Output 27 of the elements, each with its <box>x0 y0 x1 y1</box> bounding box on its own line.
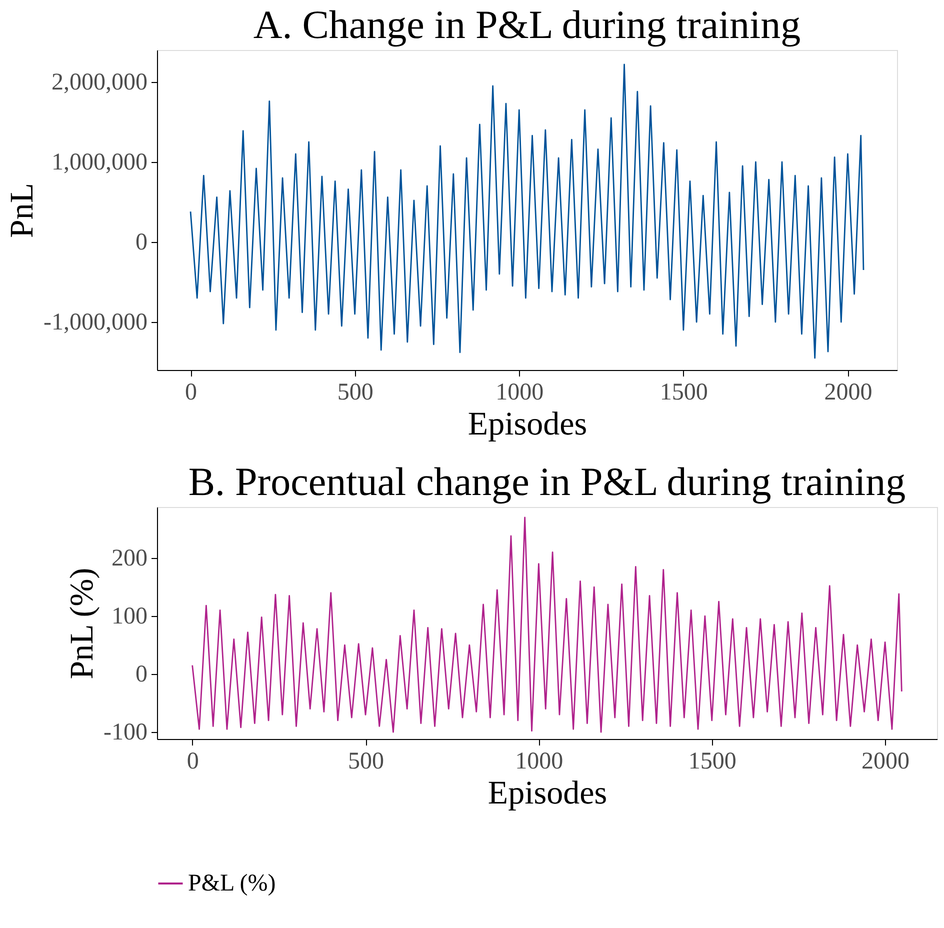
x-tick-label: 0 <box>185 380 198 406</box>
x-tick-label: 0 <box>186 748 199 774</box>
x-tick-label: 500 <box>348 748 384 774</box>
chart-title: B. Procentual change in P&L during training <box>188 459 906 504</box>
x-axis-title: Episodes <box>488 776 608 812</box>
y-axis-title: PnL <box>4 182 41 238</box>
x-axis-title: Episodes <box>468 406 588 442</box>
line-series <box>190 64 864 359</box>
x-tick-label: 1500 <box>688 748 736 774</box>
x-tick-label: 2000 <box>862 748 910 774</box>
line-series <box>192 516 902 733</box>
y-tick-label: 0 <box>136 662 148 688</box>
y-tick-label: 1,000,000 <box>52 150 148 176</box>
x-tick-label: 1000 <box>496 380 544 406</box>
y-tick-label: 2,000,000 <box>52 70 148 96</box>
x-tick-label: 2000 <box>824 380 872 406</box>
y-tick-label: -100 <box>104 720 148 746</box>
y-tick-label: -1,000,000 <box>44 310 148 336</box>
legend-label: P&L (%) <box>188 870 276 896</box>
x-tick-label: 500 <box>337 380 374 406</box>
y-axis-title: PnL (%) <box>64 568 101 680</box>
y-tick-label: 100 <box>112 604 148 630</box>
chart-title: A. Change in P&L during training <box>253 2 801 47</box>
x-tick-label: 1000 <box>515 748 564 774</box>
x-tick-label: 1500 <box>660 380 708 406</box>
y-tick-label: 200 <box>112 546 148 572</box>
y-tick-label: 0 <box>136 230 148 256</box>
